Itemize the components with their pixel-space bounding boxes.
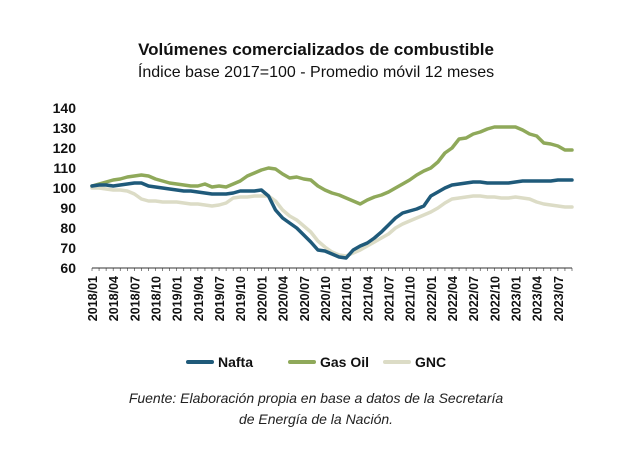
legend: Nafta Gas Oil GNC: [186, 354, 446, 370]
x-tick-label: 2018/01: [86, 276, 100, 321]
legend-label: GNC: [415, 354, 446, 370]
x-tick-label: 2020/04: [277, 276, 291, 321]
legend-label: Gas Oil: [320, 354, 369, 370]
x-tick-label: 2018/07: [128, 276, 142, 321]
x-tick-label: 2019/04: [192, 276, 206, 321]
x-tick-label: 2022/01: [425, 276, 439, 321]
y-tick-label: 90: [60, 200, 76, 216]
x-tick-label: 2020/01: [255, 276, 269, 321]
chart-title: Volúmenes comercializados de combustible: [138, 40, 494, 59]
x-tick-label: 2023/01: [510, 276, 524, 321]
y-tick-label: 100: [53, 180, 77, 196]
y-axis: 60 70 80 90 100 110 120 130 140: [53, 100, 77, 276]
x-tick-label: 2019/10: [234, 276, 248, 321]
source-line-1: Fuente: Elaboración propia en base a dat…: [128, 390, 504, 406]
y-tick-label: 110: [53, 160, 76, 176]
x-tick-label: 2020/07: [298, 276, 312, 321]
y-tick-label: 70: [60, 240, 76, 256]
y-tick-label: 130: [53, 120, 77, 136]
x-tick-label: 2021/10: [404, 276, 418, 321]
y-tick-label: 120: [53, 140, 77, 156]
x-tick-label: 2020/10: [319, 276, 333, 321]
x-tick-label: 2021/01: [340, 276, 354, 321]
y-tick-label: 80: [60, 220, 76, 236]
x-axis: 2018/01 2018/04 2018/07 2018/10 2019/01 2019/…: [86, 267, 573, 321]
legend-label: Nafta: [218, 354, 253, 370]
series-line-gas-oil: [90, 125, 574, 206]
x-tick-label: 2021/04: [361, 276, 375, 321]
x-tick-label: 2022/10: [488, 276, 502, 321]
x-tick-label: 2018/10: [150, 276, 164, 321]
x-tick-label: 2022/07: [467, 276, 481, 321]
series-lines: [90, 125, 574, 260]
x-tick-label: 2019/01: [171, 276, 185, 321]
y-tick-label: 140: [53, 100, 77, 116]
x-tick-label: 2023/04: [531, 276, 545, 321]
series-line-nafta: [90, 178, 574, 260]
series-line-gnc: [90, 186, 574, 258]
x-tick-label: 2021/07: [382, 276, 396, 321]
source-note: Fuente: Elaboración propia en base a dat…: [0, 388, 632, 430]
x-tick-label: 2023/07: [552, 276, 566, 321]
source-line-2: de Energía de la Nación.: [238, 411, 394, 427]
x-tick-label: 2022/04: [446, 276, 460, 321]
y-tick-label: 60: [60, 260, 76, 276]
x-tick-label: 2019/07: [213, 276, 227, 321]
x-tick-label: 2018/04: [107, 276, 121, 321]
chart-subtitle: Índice base 2017=100 - Promedio móvil 12…: [137, 64, 495, 81]
